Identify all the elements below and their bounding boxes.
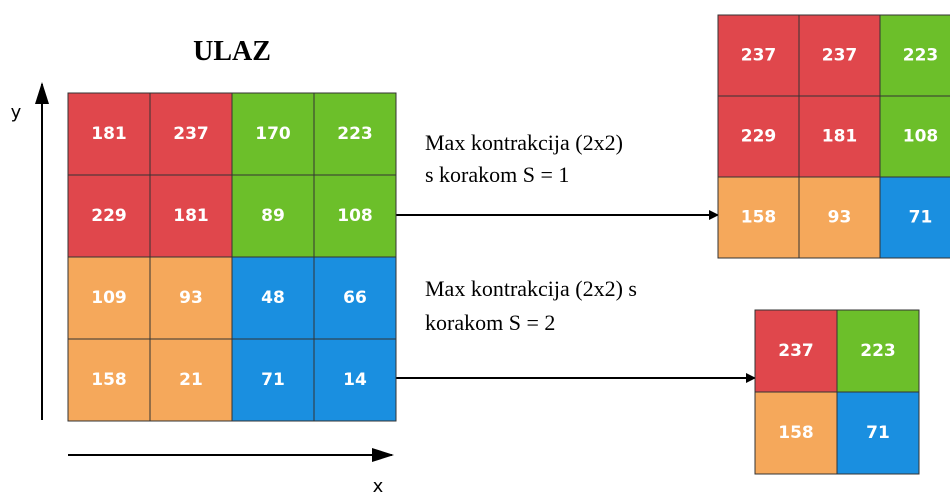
y-label: y	[11, 102, 22, 123]
cell	[717, 95, 800, 178]
cell-value: 71	[261, 370, 285, 390]
cell-value: 66	[343, 288, 367, 308]
cell-value: 170	[255, 124, 291, 144]
cell-value: 71	[866, 423, 890, 443]
cell-value: 158	[778, 423, 814, 443]
cell	[836, 391, 920, 475]
cell	[798, 95, 881, 178]
cell-value: 48	[261, 288, 285, 308]
cell	[754, 309, 838, 393]
cell	[231, 92, 315, 176]
cell	[879, 95, 950, 178]
cell	[798, 14, 881, 97]
cell-value: 223	[337, 124, 373, 144]
cell-value: 108	[337, 206, 373, 226]
cell	[149, 174, 233, 258]
cell	[67, 256, 151, 340]
cell-value: 229	[91, 206, 127, 226]
cell-value: 158	[741, 208, 777, 228]
cell	[836, 309, 920, 393]
operation-label: Max kontrakcija (2x2) s	[425, 276, 637, 301]
operation-label: s korakom S = 1	[425, 162, 569, 187]
cell	[313, 338, 397, 422]
cell-value: 237	[822, 46, 858, 66]
cell-value: 237	[173, 124, 209, 144]
cell-value: 237	[778, 341, 814, 361]
cell	[67, 92, 151, 176]
cell	[798, 176, 881, 259]
cell	[67, 174, 151, 258]
cell	[149, 338, 233, 422]
cell-value: 229	[741, 127, 777, 147]
cell	[67, 338, 151, 422]
operation-label: korakom S = 2	[425, 310, 555, 335]
cell	[313, 92, 397, 176]
cell-value: 71	[909, 208, 933, 228]
cell	[231, 256, 315, 340]
cell-value: 181	[91, 124, 127, 144]
cell	[717, 176, 800, 259]
cell	[149, 256, 233, 340]
cell-value: 223	[860, 341, 896, 361]
operation-label: Max kontrakcija (2x2)	[425, 130, 623, 155]
cell-value: 181	[173, 206, 209, 226]
cell	[879, 176, 950, 259]
cell-value: 21	[179, 370, 203, 390]
cell-value: 93	[828, 208, 852, 228]
cell-value: 14	[343, 370, 367, 390]
cell-value: 89	[261, 206, 285, 226]
x-label: x	[373, 476, 384, 497]
cell-value: 237	[741, 46, 777, 66]
cell-value: 108	[903, 127, 939, 147]
cell-value: 93	[179, 288, 203, 308]
cell-value: 223	[903, 46, 939, 66]
cell-value: 109	[91, 288, 127, 308]
title: ULAZ	[193, 36, 271, 67]
cell	[879, 14, 950, 97]
cell	[313, 174, 397, 258]
cell	[313, 256, 397, 340]
cell-value: 181	[822, 127, 858, 147]
cell-value: 158	[91, 370, 127, 390]
